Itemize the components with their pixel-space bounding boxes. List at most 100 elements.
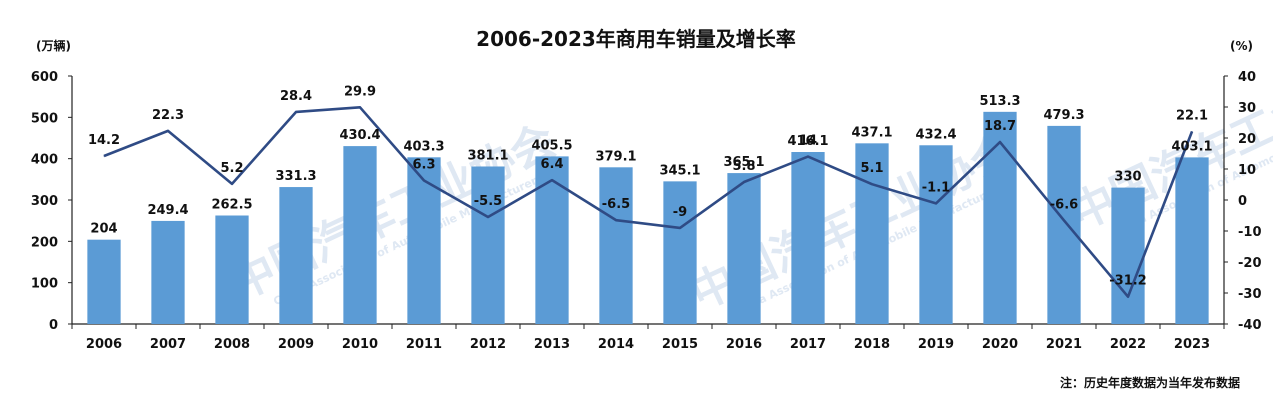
bar: [87, 239, 121, 324]
bar: [215, 215, 249, 324]
line-point: [1127, 296, 1129, 298]
line-value-label: -6.6: [1050, 197, 1078, 212]
x-tick-label: 2023: [1174, 337, 1210, 352]
line-value-label: -31.2: [1109, 274, 1146, 289]
x-tick-label: 2010: [342, 337, 378, 352]
line-point: [231, 183, 233, 185]
line-value-label: -5.5: [474, 194, 502, 209]
bar-value-label: 405.5: [531, 138, 572, 153]
bar: [151, 220, 185, 324]
line-value-label: 6.3: [412, 157, 435, 172]
line-point: [551, 179, 553, 181]
bar-value-label: 479.3: [1043, 108, 1084, 123]
left-tick-label: 200: [31, 235, 58, 250]
line-point: [423, 179, 425, 181]
line-point: [871, 183, 873, 185]
right-tick-label: 10: [1238, 163, 1256, 178]
line-value-label: 28.4: [280, 89, 312, 104]
x-tick-label: 2006: [86, 337, 122, 352]
right-tick-label: -40: [1238, 318, 1262, 333]
bar-value-label: 249.4: [147, 203, 188, 218]
right-tick-label: 30: [1238, 101, 1256, 116]
right-tick-label: -20: [1238, 256, 1262, 271]
line-point: [615, 219, 617, 221]
line-point: [743, 181, 745, 183]
line-value-label: 29.9: [344, 84, 376, 99]
line-point: [167, 130, 169, 132]
bar-value-label: 379.1: [595, 149, 636, 164]
bar: [983, 111, 1017, 324]
bar: [279, 187, 313, 324]
line-series: [103, 106, 1194, 299]
bar: [1047, 125, 1081, 324]
bar-value-label: 403.1: [1171, 139, 1212, 154]
bar: [599, 167, 633, 324]
footnote: 注：历史年度数据为当年发布数据: [1060, 375, 1240, 390]
right-tick-label: 20: [1238, 132, 1256, 147]
right-tick-label: -30: [1238, 287, 1262, 302]
axes: 0 100 200 300 400 500 600 -40 -30 -20 -10 0 10 20 30 40…: [31, 70, 1262, 352]
x-tick-label: 2018: [854, 337, 890, 352]
x-tick-label: 2011: [406, 337, 442, 352]
right-tick-label: -10: [1238, 225, 1262, 240]
bar-value-label: 403.3: [403, 139, 444, 154]
left-tick-label: 300: [31, 194, 58, 209]
x-tick-label: 2019: [918, 337, 954, 352]
line-value-label: 18.7: [984, 119, 1016, 134]
line-point: [679, 227, 681, 229]
x-tick-label: 2013: [534, 337, 570, 352]
line-value-label: 22.1: [1176, 108, 1208, 123]
line-point: [935, 202, 937, 204]
left-tick-label: 0: [49, 318, 58, 333]
bar-value-label: 381.1: [467, 148, 508, 163]
bar-value-label: 345.1: [659, 163, 700, 178]
x-tick-label: 2016: [726, 337, 762, 352]
bar: [1111, 187, 1145, 324]
bar-value-label: 204: [90, 222, 117, 237]
bar: [535, 156, 569, 324]
left-tick-label: 400: [31, 153, 58, 168]
left-tick-label: 100: [31, 277, 58, 292]
bar-value-label: 330: [1114, 170, 1141, 185]
x-tick-label: 2007: [150, 337, 186, 352]
line-point: [1063, 219, 1065, 221]
line-point: [1191, 130, 1193, 132]
line-value-label: 5.2: [220, 161, 243, 176]
line-point: [359, 106, 361, 108]
bar-value-label: 262.5: [211, 198, 252, 213]
line-value-label: -9: [673, 205, 687, 220]
line-value-label: 22.3: [152, 108, 184, 123]
bar-series: [87, 111, 1209, 324]
bar: [343, 146, 377, 324]
left-tick-label: 500: [31, 111, 58, 126]
line-value-label: 5.8: [732, 159, 755, 174]
x-tick-label: 2012: [470, 337, 506, 352]
line-point: [295, 111, 297, 113]
x-tick-label: 2008: [214, 337, 250, 352]
line-value-label: -6.5: [602, 197, 630, 212]
bar: [471, 166, 505, 324]
x-tick-label: 2020: [982, 337, 1018, 352]
bar: [727, 173, 761, 324]
bar-value-label: 437.1: [851, 125, 892, 140]
bar-value-label: 331.3: [275, 169, 316, 184]
bar-value-label: 365.1: [723, 155, 764, 170]
bar-value-label: 432.4: [915, 127, 956, 142]
x-tick-label: 2022: [1110, 337, 1146, 352]
bar: [919, 145, 953, 324]
x-tick-label: 2021: [1046, 337, 1082, 352]
line-point: [807, 156, 809, 158]
right-axis-unit: (%): [1230, 39, 1253, 53]
bar: [1175, 157, 1209, 324]
line-point: [103, 155, 105, 157]
line-value-label: 5.1: [860, 161, 883, 176]
line-value-label: -1.1: [922, 180, 950, 195]
chart-title: 2006-2023年商用车销量及增长率: [476, 27, 796, 51]
x-tick-label: 2017: [790, 337, 826, 352]
line-value-label: 14.2: [88, 133, 120, 148]
bar: [791, 152, 825, 324]
line-point: [487, 216, 489, 218]
bar-value-label: 430.4: [339, 128, 380, 143]
x-tick-label: 2014: [598, 337, 634, 352]
x-tick-label: 2015: [662, 337, 698, 352]
